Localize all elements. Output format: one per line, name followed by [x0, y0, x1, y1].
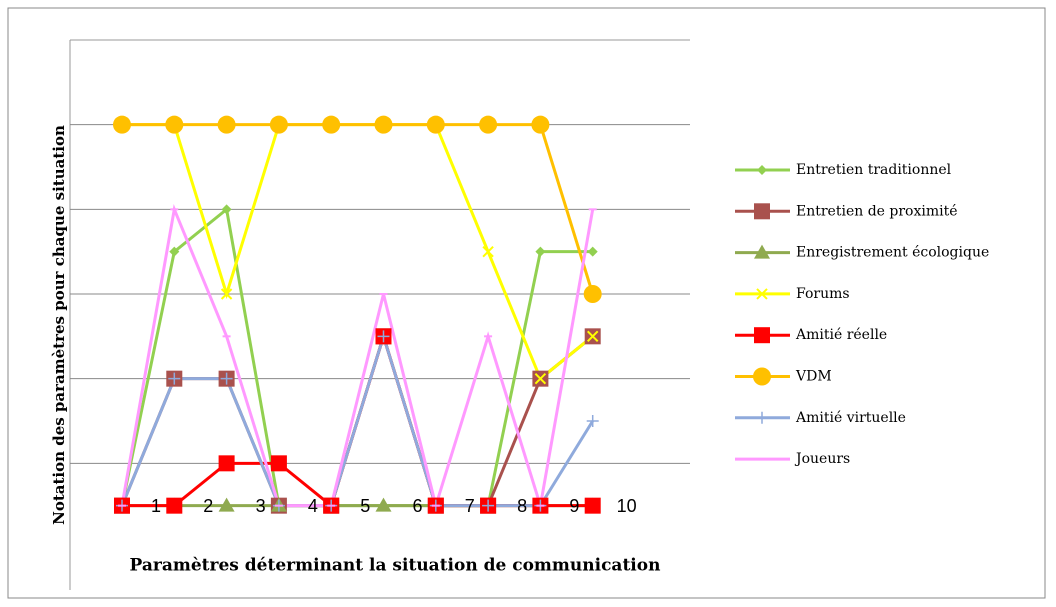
data-point — [218, 497, 235, 512]
legend-marker — [757, 165, 767, 175]
data-point — [270, 455, 287, 472]
data-point — [168, 372, 181, 385]
legend-marker — [756, 288, 768, 300]
x-axis-title: Paramètres déterminant la situation de c… — [130, 556, 661, 576]
data-point — [587, 246, 598, 257]
x-tick-label: 9 — [569, 496, 579, 516]
data-point — [583, 285, 602, 303]
data-point — [482, 245, 494, 258]
data-point — [531, 115, 550, 134]
data-point — [113, 115, 131, 134]
x-tick-label: 4 — [308, 496, 318, 516]
data-point — [482, 499, 495, 512]
x-tick-label: 3 — [256, 496, 266, 516]
legend-marker — [753, 367, 771, 386]
data-point — [269, 115, 288, 134]
data-point — [586, 330, 599, 343]
x-tick-label: 8 — [517, 496, 527, 516]
x-tick-label: 2 — [203, 496, 213, 516]
data-point — [166, 497, 183, 514]
legend-label: Entretien de proximité — [796, 203, 958, 219]
legend-label: Forums — [796, 286, 850, 302]
data-point — [479, 115, 498, 134]
legend-label: Amitié réelle — [795, 327, 887, 343]
data-point — [220, 372, 233, 385]
data-point — [375, 497, 392, 512]
series-line — [120, 331, 594, 508]
data-point — [217, 115, 236, 134]
data-point — [169, 246, 180, 257]
x-tick-label: 6 — [412, 496, 422, 516]
x-tick-label: 1 — [151, 496, 161, 516]
x-tick-label: 10 — [617, 496, 637, 516]
legend-marker — [754, 244, 770, 259]
series-line — [120, 203, 595, 512]
x-tick-label: 5 — [360, 496, 370, 516]
legend-marker — [754, 327, 770, 344]
data-point — [586, 415, 599, 427]
data-point — [165, 115, 184, 134]
legend-label: VDM — [795, 369, 832, 385]
legend-label: Enregistrement écologique — [796, 245, 989, 261]
data-point — [535, 246, 546, 257]
data-point — [584, 497, 601, 514]
data-point — [322, 115, 341, 134]
legend-marker — [756, 411, 768, 424]
data-point — [218, 455, 235, 472]
data-point — [374, 115, 393, 134]
legend-label: Amitié virtuelle — [795, 410, 906, 426]
data-point — [377, 330, 390, 343]
series-line — [122, 123, 595, 295]
legend-label: Entretien traditionnel — [796, 162, 952, 178]
data-point — [221, 204, 232, 215]
data-point — [426, 115, 445, 134]
data-point — [534, 372, 547, 385]
data-point — [220, 288, 233, 300]
legend-marker — [754, 203, 770, 220]
y-axis-title: Notation des paramètres pour chaque situ… — [50, 125, 68, 525]
x-tick-label: 7 — [465, 496, 475, 516]
legend-label: Joueurs — [794, 451, 850, 467]
